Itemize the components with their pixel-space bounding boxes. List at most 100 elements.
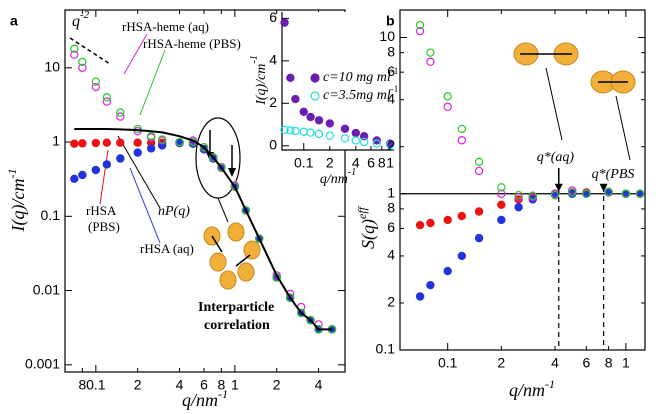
data-point [199, 143, 209, 152]
legend-label: c=10 mg ml-1 [323, 66, 398, 85]
data-point [146, 144, 156, 153]
data-point [70, 44, 79, 54]
annotation: rHSA-heme (aq) [122, 19, 209, 34]
y-tick-label: 0.1 [376, 341, 396, 357]
marker-arrow-head [554, 183, 563, 192]
x-tick-label: 8 [378, 155, 386, 171]
y-tick-label: 8 [387, 200, 395, 216]
data-point [241, 206, 251, 215]
data-point [116, 112, 125, 121]
data-point [116, 108, 125, 117]
annotation: rHSA-heme (PBS) [143, 36, 241, 51]
x-axis-label: q/nm-1 [182, 387, 228, 410]
data-point [415, 292, 425, 301]
data-point [514, 203, 523, 212]
pointer-line [139, 49, 166, 116]
annotation: Interparticle [198, 300, 274, 315]
annotation-main: (PBS) [88, 219, 120, 234]
annotation: (PBS) [88, 219, 120, 234]
y-tick-label: 6 [387, 219, 395, 235]
data-point [78, 63, 87, 72]
y-tick-label: 10 [44, 58, 60, 74]
data-point [291, 94, 300, 104]
data-point [385, 140, 395, 150]
data-point [443, 215, 452, 225]
x-tick-label: 8 [78, 377, 86, 393]
pointer-line [129, 167, 161, 244]
data-point [621, 189, 631, 198]
data-point [474, 157, 484, 167]
data-point [351, 136, 360, 145]
data-point [426, 218, 435, 228]
pointer-line [123, 33, 148, 75]
data-point [340, 124, 350, 133]
y-axis-label-main: I(q)/cm [8, 179, 29, 233]
data-point [415, 220, 425, 230]
pointer-line [117, 135, 161, 209]
data-point [175, 137, 184, 147]
pointer-line [545, 67, 563, 141]
data-point [91, 82, 101, 92]
data-point [582, 189, 591, 198]
panel-label: a [10, 13, 18, 29]
y-tick-label: 4 [387, 90, 395, 106]
arrow [235, 254, 251, 267]
data-point [443, 266, 452, 276]
annotation-main: Interparticle [198, 300, 274, 315]
legend-marker [310, 73, 320, 83]
x-axis-label-sup: -1 [545, 377, 555, 391]
data-point [497, 200, 506, 209]
data-point [209, 153, 218, 162]
data-point [116, 154, 125, 163]
x-axis-label-sup: -1 [218, 387, 228, 401]
x-tick-label: 0.1 [86, 377, 106, 393]
data-point [426, 48, 435, 57]
data-point [426, 57, 435, 66]
data-point [116, 138, 125, 147]
data-point [102, 138, 112, 147]
data-point [70, 50, 79, 59]
y-tick-label: 2 [387, 294, 395, 310]
inset-background [282, 12, 392, 150]
y-axis-label-sup: -1 [5, 169, 19, 179]
marker-label: q*(PBS [592, 167, 635, 182]
pointer-line [99, 149, 109, 205]
annotation-main: rHSA (aq) [140, 241, 194, 256]
annotation: nP(q) [158, 204, 190, 219]
x-tick-label: 4 [352, 155, 360, 171]
x-axis-label-main: q/nm [182, 390, 218, 410]
marker-label: q*(aq) [537, 150, 575, 165]
axes-frame [399, 9, 646, 351]
data-point [426, 280, 435, 290]
data-point [133, 138, 142, 147]
data-point [635, 189, 645, 198]
legend-marker [310, 91, 320, 101]
y-axis-label: I(q)/cm-1 [249, 55, 269, 106]
data-point [133, 148, 142, 157]
x-tick-label: 1 [622, 355, 630, 371]
data-point [474, 233, 484, 243]
data-point [91, 77, 101, 86]
x-tick-label: 0.1 [294, 155, 314, 171]
data-point [514, 190, 523, 200]
data-point [157, 135, 167, 144]
data-point [325, 119, 334, 128]
legend-label-main: c=3.5mg ml [323, 88, 391, 103]
data-point [474, 207, 484, 216]
data-point [280, 18, 289, 27]
data-point [497, 189, 506, 198]
y-axis-label: I(q)/cm-1 [5, 169, 29, 233]
data-point [286, 126, 295, 135]
data-point [568, 188, 577, 197]
x-tick-label: 1 [386, 155, 394, 171]
y-tick-label: 6 [269, 9, 277, 25]
legend-label-main: c=10 mg ml [323, 70, 391, 85]
slope-guide [69, 37, 111, 65]
data-point [604, 187, 613, 196]
data-point [70, 139, 79, 148]
data-point [255, 234, 264, 243]
data-point [443, 102, 452, 112]
annotation: q-2 [72, 9, 90, 30]
y-tick-label: 0 [269, 136, 277, 152]
